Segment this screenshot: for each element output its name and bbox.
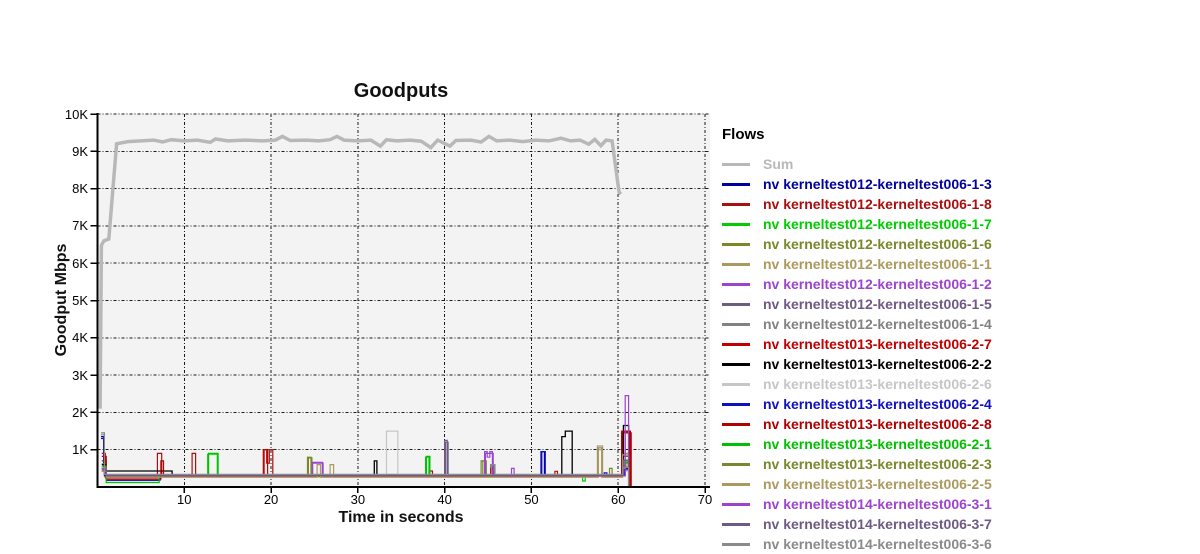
series-line (101, 434, 630, 487)
x-tick-label: 30 (350, 492, 366, 507)
legend-item: nv kerneltest013-kerneltest006-2-8 (722, 414, 1082, 434)
legend-item-label: nv kerneltest013-kerneltest006-2-5 (763, 476, 992, 492)
legend-item-label: nv kerneltest013-kerneltest006-2-3 (763, 456, 992, 472)
y-tick-label: 5K (72, 293, 88, 308)
legend-line-swatch (722, 282, 750, 286)
legend-item: nv kerneltest013-kerneltest006-2-7 (722, 334, 1082, 354)
y-tick-label: 7K (72, 218, 88, 234)
legend-item: nv kerneltest013-kerneltest006-2-3 (722, 454, 1082, 474)
y-tick-label: 3K (72, 367, 88, 383)
legend-item: nv kerneltest013-kerneltest006-2-5 (722, 474, 1082, 494)
x-tick-label: 40 (437, 492, 452, 507)
legend-item-list: Sum nv kerneltest012-kerneltest006-1-3 nv … (722, 154, 1082, 554)
y-tick-label: 4K (72, 330, 88, 346)
legend-line-swatch (722, 382, 750, 386)
legend-line-swatch (722, 322, 750, 326)
legend-item-label: nv kerneltest013-kerneltest006-2-1 (763, 436, 992, 452)
legend-item: Sum (722, 154, 1082, 174)
legend-line-swatch (722, 302, 750, 306)
legend-item-label: nv kerneltest013-kerneltest006-2-7 (763, 336, 992, 352)
legend-item: nv kerneltest013-kerneltest006-2-6 (722, 374, 1082, 394)
y-tick-label: 8K (72, 181, 88, 197)
legend-item: nv kerneltest012-kerneltest006-1-6 (722, 234, 1082, 254)
legend-line-swatch (722, 222, 750, 226)
legend-line-swatch (722, 202, 750, 206)
series-line (98, 134, 623, 409)
legend-item-label: nv kerneltest012-kerneltest006-1-7 (763, 216, 992, 232)
legend-line-swatch (722, 162, 750, 166)
legend-line-swatch (722, 342, 750, 346)
legend-item-label: nv kerneltest012-kerneltest006-1-2 (763, 276, 992, 292)
legend-item-label: Sum (763, 156, 794, 172)
x-tick-label: 50 (524, 492, 539, 507)
legend-line-swatch (722, 502, 750, 506)
legend-item: nv kerneltest012-kerneltest006-1-5 (722, 294, 1082, 314)
y-tick-label: 9K (72, 143, 88, 159)
legend-line-swatch (722, 362, 750, 366)
y-tick-label: 6K (72, 255, 88, 271)
legend-item-label: nv kerneltest012-kerneltest006-1-5 (763, 296, 992, 312)
legend-item: nv kerneltest014-kerneltest006-3-6 (722, 534, 1082, 554)
legend-item: nv kerneltest013-kerneltest006-2-2 (722, 354, 1082, 374)
legend-item: nv kerneltest012-kerneltest006-1-8 (722, 194, 1082, 214)
y-tick-label: 2K (72, 404, 88, 420)
legend-item: nv kerneltest013-kerneltest006-2-4 (722, 394, 1082, 414)
legend-line-swatch (722, 262, 750, 266)
legend-item: nv kerneltest012-kerneltest006-1-4 (722, 314, 1082, 334)
legend-line-swatch (722, 442, 750, 446)
legend-item-label: nv kerneltest013-kerneltest006-2-4 (763, 396, 992, 412)
y-tick-label: 10K (64, 106, 88, 122)
legend-item-label: nv kerneltest014-kerneltest006-3-1 (763, 496, 992, 512)
legend-line-swatch (722, 242, 750, 246)
legend-line-swatch (722, 542, 750, 546)
legend-item-label: nv kerneltest013-kerneltest006-2-8 (763, 416, 992, 432)
legend-line-swatch (722, 402, 750, 406)
legend-item-label: nv kerneltest013-kerneltest006-2-2 (763, 356, 992, 372)
legend-line-swatch (722, 522, 750, 526)
y-tick-label: 1K (72, 442, 88, 458)
x-tick-label: 20 (263, 492, 279, 507)
legend-item-label: nv kerneltest012-kerneltest006-1-3 (763, 176, 992, 192)
legend: Flows Sum nv kerneltest012-kerneltest006-… (722, 126, 1082, 554)
x-axis-label: Time in seconds (338, 509, 464, 526)
x-tick-label: 70 (697, 492, 713, 507)
legend-item-label: nv kerneltest014-kerneltest006-3-6 (763, 536, 992, 552)
legend-item-label: nv kerneltest012-kerneltest006-1-8 (763, 196, 992, 212)
legend-item-label: nv kerneltest012-kerneltest006-1-4 (763, 316, 992, 332)
legend-line-swatch (722, 182, 750, 186)
legend-line-swatch (722, 422, 750, 426)
legend-item-label: nv kerneltest014-kerneltest006-3-7 (763, 516, 992, 532)
legend-line-swatch (722, 482, 750, 486)
x-tick-label: 10 (177, 492, 192, 507)
legend-item: nv kerneltest012-kerneltest006-1-7 (722, 214, 1082, 234)
legend-item: nv kerneltest014-kerneltest006-3-1 (722, 494, 1082, 514)
legend-item: nv kerneltest012-kerneltest006-1-1 (722, 254, 1082, 274)
legend-item-label: nv kerneltest013-kerneltest006-2-6 (763, 376, 992, 392)
legend-item: nv kerneltest013-kerneltest006-2-1 (722, 434, 1082, 454)
legend-item: nv kerneltest014-kerneltest006-3-7 (722, 514, 1082, 534)
legend-item: nv kerneltest012-kerneltest006-1-3 (722, 174, 1082, 194)
legend-item-label: nv kerneltest012-kerneltest006-1-6 (763, 236, 992, 252)
x-tick-label: 60 (610, 492, 626, 507)
chart-title: Goodputs (353, 80, 449, 102)
legend-line-swatch (722, 462, 750, 466)
legend-item: nv kerneltest012-kerneltest006-1-2 (722, 274, 1082, 294)
legend-title: Flows (722, 126, 765, 143)
legend-item-label: nv kerneltest012-kerneltest006-1-1 (763, 256, 992, 272)
